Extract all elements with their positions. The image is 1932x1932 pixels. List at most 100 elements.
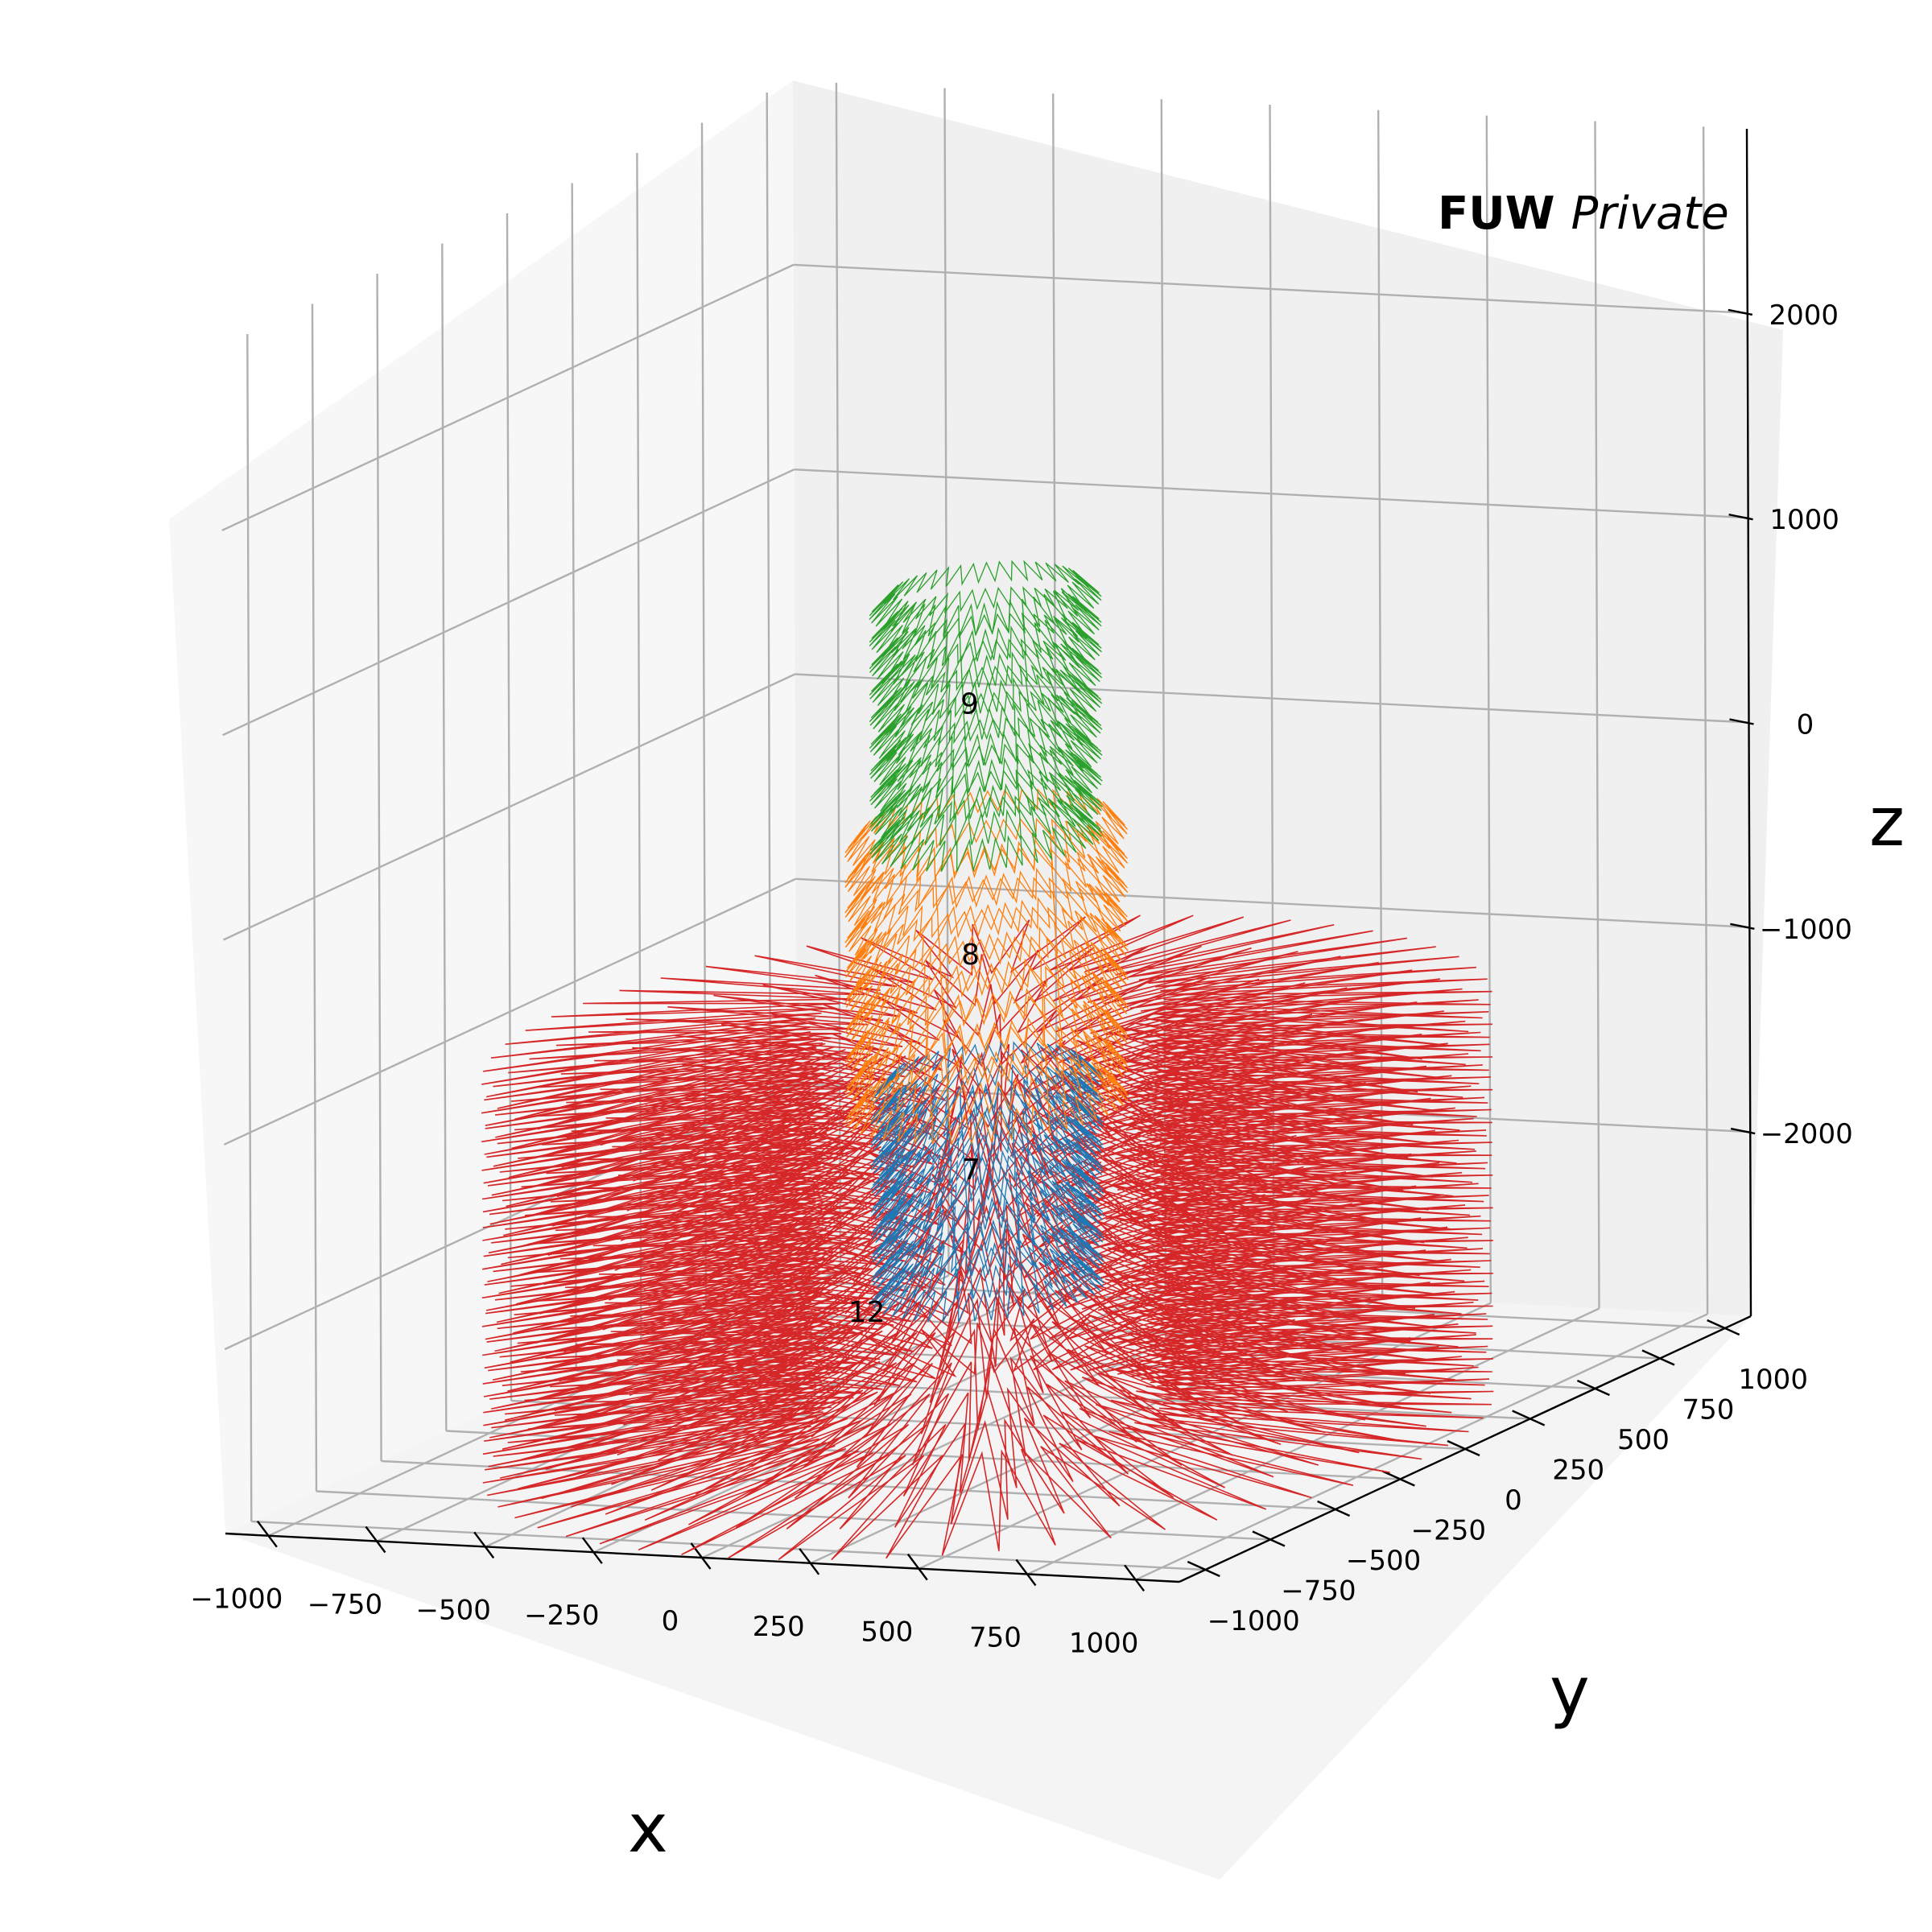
gridline-z-left [222,469,795,737]
x-tick-label: 750 [969,1622,1022,1654]
series-9-ring [869,559,1102,637]
x-tick-label: 1000 [1069,1627,1139,1659]
series-label-9: 9 [960,687,979,720]
y-tick-label: −250 [1411,1515,1486,1547]
series-label-12: 12 [848,1296,886,1329]
series-8 [844,788,1129,1146]
z-tick [1729,718,1754,725]
title-italic: Private [1571,188,1729,240]
x-tick-label: 0 [662,1605,679,1637]
y-tick-label: 1000 [1738,1364,1808,1396]
x-tick-label: −500 [416,1594,491,1626]
series-8-ring [844,1024,1129,1117]
y-tick-label: 250 [1552,1455,1604,1487]
gridline-z-back [793,263,1748,315]
x-tick [799,1548,820,1575]
gridline-y-floor [576,1369,1530,1420]
x-tick [365,1525,386,1554]
series-9-ring [869,716,1103,794]
gridline-z-left [221,263,795,531]
z-tick [1730,1127,1756,1135]
x-tick [1015,1558,1037,1587]
series-9-ring [869,742,1103,820]
series-8-ring [844,995,1129,1087]
z-tick-label: 2000 [1769,299,1839,332]
y-tick-label: −1000 [1208,1605,1300,1637]
axis-label-x: x [628,1789,668,1868]
y-tick [1252,1530,1286,1547]
x-tick-label: 500 [861,1616,913,1649]
tick-layer: −1000−1000−750 −750−500−500−250−250002502… [190,299,1852,1659]
series-label-8: 8 [961,939,980,972]
x-tick-label: −250 [524,1600,599,1632]
y-tick [1707,1319,1740,1336]
series-12-ring [481,914,1492,1162]
series-label-7: 7 [962,1154,980,1187]
y-tick-label: −750 [1281,1575,1356,1608]
y-tick [1187,1560,1220,1578]
series-7-ring [870,1154,1104,1232]
axis-lines [225,128,1756,1592]
series-9-ring [869,638,1103,716]
series-12 [481,914,1494,1561]
y-tick-label: 500 [1617,1424,1670,1456]
y-tick-label: −500 [1346,1545,1421,1577]
series-12-ring [482,1191,1493,1438]
series-8-ring [844,817,1129,910]
z-tick [1730,923,1755,930]
floor-pane [225,1268,1751,1880]
series-9-ring [869,795,1103,873]
z-tick-label: 1000 [1769,504,1839,536]
z-tick-label: 0 [1797,709,1814,741]
x-tick [1124,1564,1146,1592]
series-9-ring [869,664,1103,741]
series-8-ring [844,965,1129,1058]
gridline-z-back [794,469,1748,519]
series-9-ring [869,612,1102,689]
x-tick-label: −750 [308,1589,382,1621]
y-tick [1317,1500,1351,1517]
z-tick-label: −1000 [1760,914,1852,946]
gridline-z-left [223,877,796,1146]
series-12-ring [481,976,1493,1223]
x-tick [473,1531,495,1559]
y-tick [1641,1349,1675,1366]
axis-label-z: z [1869,782,1905,861]
z-tick-label: −2000 [1761,1118,1853,1150]
gridline-z-left [222,673,796,941]
series-9-ring [869,690,1103,768]
x-tick-label: 250 [753,1611,805,1643]
series-12-ring [482,1067,1492,1315]
axis-panes [169,80,1783,1880]
x-tick [256,1520,278,1548]
gridline-x-floor [1135,1313,1708,1581]
series-9-ring [869,585,1102,663]
series-7-ring [870,1041,1104,1118]
y-tick [1576,1379,1610,1397]
z-tick [1728,308,1753,316]
series-8-ring [844,935,1129,1028]
y-tick-label: 750 [1682,1394,1735,1426]
series-7-ring [870,1177,1104,1254]
title-bold: FUW [1438,188,1555,240]
series-8-ring [844,788,1129,880]
x-tick [906,1553,928,1581]
gridline-z-back [795,673,1749,724]
labels-layer: 12 7 8 9 [848,687,980,1329]
y-tick-label: 0 [1505,1484,1522,1517]
y-tick [1512,1410,1546,1426]
series-8-ring [844,847,1129,939]
y-tick [1447,1439,1480,1457]
gridline-z-back [795,877,1750,928]
series-9 [869,559,1103,873]
axis-label-y: y [1550,1652,1590,1731]
series-layer [481,559,1494,1561]
x-tick-label: −1000 [190,1583,283,1616]
chart-title: FUW Private [1438,188,1729,240]
x-tick [581,1537,603,1564]
series-9-ring [869,769,1103,846]
series-7-ring [871,1223,1104,1300]
y-tick [1381,1470,1415,1487]
